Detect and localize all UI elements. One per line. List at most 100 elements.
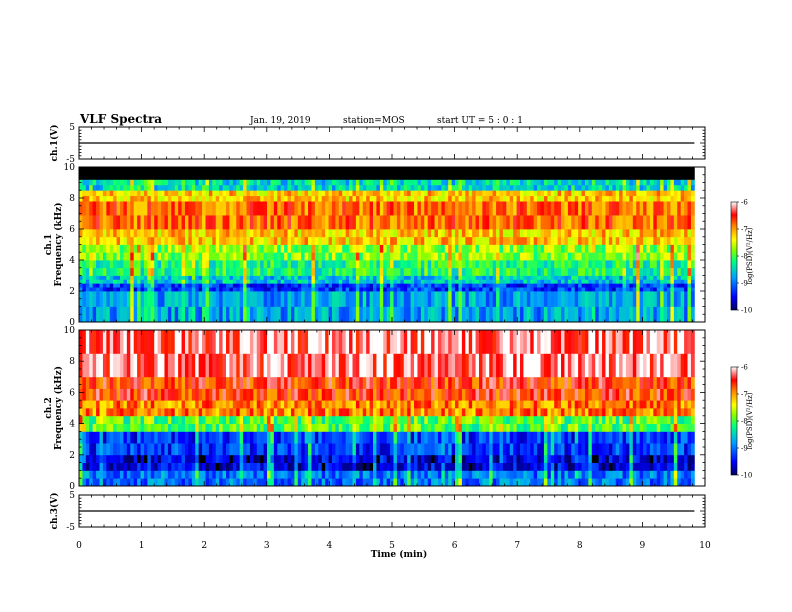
spectrogram-cell xyxy=(294,215,299,230)
spectrogram-cell xyxy=(386,229,391,238)
spectrogram-cell xyxy=(567,195,572,202)
spectrogram-cell xyxy=(184,376,189,389)
spectrogram-cell xyxy=(451,173,456,180)
spectrogram-cell xyxy=(352,291,357,307)
spectrogram-cell xyxy=(602,236,606,245)
spectrogram-cell xyxy=(584,179,589,186)
spectrogram-cell xyxy=(205,215,210,230)
spectrogram-cell xyxy=(574,184,579,191)
spectrogram-cell xyxy=(595,215,600,230)
spectrogram-cell xyxy=(390,173,394,180)
spectrogram-cell xyxy=(167,306,172,323)
spectrogram-cell xyxy=(304,167,309,174)
spectrogram-cell xyxy=(444,201,449,216)
spectrogram-cell xyxy=(390,279,394,284)
spectrogram-cell xyxy=(297,454,302,463)
spectrogram-cell xyxy=(178,415,182,424)
spectrogram-cell xyxy=(530,229,535,238)
spectrogram-cell xyxy=(584,173,589,180)
spectrogram-cell xyxy=(284,454,288,463)
spectrogram-cell xyxy=(475,306,480,323)
spectrogram-cell xyxy=(120,306,124,323)
spectrogram-cell xyxy=(171,190,176,197)
spectrogram-cell xyxy=(448,279,453,284)
spectrogram-cell xyxy=(246,244,251,253)
spectrogram-cell xyxy=(167,267,172,276)
spectrogram-cell xyxy=(615,275,620,280)
spectrogram-cell xyxy=(157,470,162,479)
spectrogram-cell xyxy=(407,201,412,216)
spectrogram-cell xyxy=(649,275,654,280)
spectrogram-cell xyxy=(434,287,439,292)
spectrogram-cell xyxy=(441,244,446,253)
spectrogram-cell xyxy=(167,244,172,253)
spectrogram-cell xyxy=(140,267,145,276)
spectrogram-cell xyxy=(133,478,138,487)
spectrogram-cell xyxy=(195,190,200,197)
spectrogram-cell xyxy=(533,195,538,202)
spectrogram-cell xyxy=(677,279,682,284)
spectrogram-cell xyxy=(287,179,292,186)
spectrogram-cell xyxy=(485,179,490,186)
spectrogram-cell xyxy=(301,244,306,253)
spectrogram-cell xyxy=(335,415,340,424)
spectrogram-cell xyxy=(506,229,511,238)
spectrogram-cell xyxy=(684,184,688,191)
spectrogram-cell xyxy=(92,408,97,417)
spectrogram-cell xyxy=(331,267,336,276)
spectrogram-cell xyxy=(212,252,217,261)
spectrogram-cell xyxy=(188,330,193,354)
spectrogram-cell xyxy=(273,201,278,216)
spectrogram-cell xyxy=(414,215,418,230)
spectrogram-cell xyxy=(554,279,559,284)
spectrogram-cell xyxy=(92,287,97,292)
spectrogram-cell xyxy=(304,184,309,191)
spectrogram-cell xyxy=(256,431,261,444)
spectrogram-cell xyxy=(102,408,107,417)
spectrogram-cell xyxy=(157,443,162,456)
spectrogram-cell xyxy=(304,470,309,479)
spectrogram-cell xyxy=(178,167,182,174)
spectrogram-cell xyxy=(502,190,507,197)
spectrogram-cell xyxy=(314,478,319,487)
spectrogram-cell xyxy=(184,252,189,261)
spectrogram-cell xyxy=(137,423,141,432)
spectrogram-cell xyxy=(294,306,299,323)
spectrogram-cell xyxy=(321,388,326,401)
spectrogram-cell xyxy=(424,283,429,288)
spectrogram-cell xyxy=(478,275,483,280)
spectrogram-cell xyxy=(287,478,292,487)
spectrogram-cell xyxy=(349,167,353,174)
spectrogram-cell xyxy=(547,173,552,180)
spectrogram-cell xyxy=(478,215,483,230)
spectrogram-cell xyxy=(143,443,148,456)
spectrogram-cell xyxy=(468,252,473,261)
spectrogram-cell xyxy=(410,167,415,174)
spectrogram-cell xyxy=(147,470,152,479)
spectrogram-cell xyxy=(543,260,548,269)
spectrogram-cell xyxy=(277,184,282,191)
spectrogram-cell xyxy=(267,184,271,191)
spectrogram-cell xyxy=(308,252,312,261)
spectrogram-cell xyxy=(150,388,155,401)
spectrogram-cell xyxy=(513,179,517,186)
spectrogram-cell xyxy=(656,173,661,180)
spectrogram-cell xyxy=(434,173,439,180)
spectrogram-cell xyxy=(205,167,210,174)
spectrogram-cell xyxy=(441,236,446,245)
spectrogram-cell xyxy=(345,415,350,424)
spectrogram-cell xyxy=(540,215,545,230)
spectrogram-cell xyxy=(482,201,487,216)
spectrogram-cell xyxy=(294,400,299,409)
spectrogram-cell xyxy=(205,353,210,378)
spectrogram-cell xyxy=(109,470,114,479)
spectrogram-cell xyxy=(256,167,261,174)
spectrogram-cell xyxy=(184,173,189,180)
spectrogram-cell xyxy=(619,184,623,191)
spectrogram-cell xyxy=(133,201,138,216)
spectrogram-cell xyxy=(287,287,292,292)
spectrogram-cell xyxy=(516,215,521,230)
spectrogram-cell xyxy=(171,260,176,269)
spectrogram-cell xyxy=(150,260,155,269)
spectrogram-cell xyxy=(321,408,326,417)
